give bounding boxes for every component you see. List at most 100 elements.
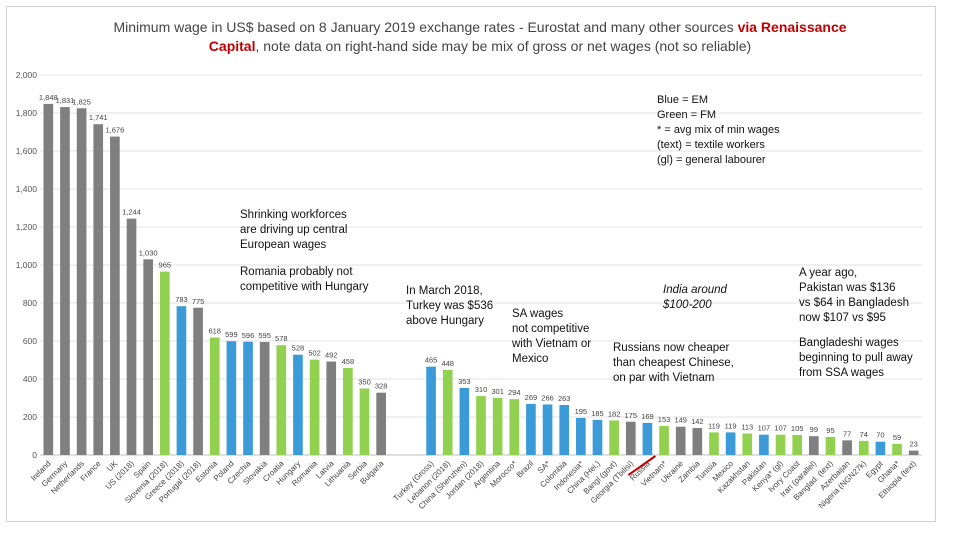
bar <box>476 396 486 455</box>
bar <box>459 387 470 455</box>
title-source-1: via Renaissance <box>737 19 847 35</box>
annotation-line: vs $64 in Bangladesh <box>799 297 909 309</box>
data-label: 1,030 <box>139 248 158 257</box>
data-label: 175 <box>625 411 638 420</box>
bar <box>126 218 137 455</box>
annotation-line: from SSA wages <box>799 367 885 379</box>
data-label: 492 <box>325 351 338 360</box>
annotation-russia: Russians now cheaper than cheapest Chine… <box>613 341 734 386</box>
annotation-line: are driving up central <box>240 224 348 236</box>
data-label: 310 <box>475 385 488 394</box>
x-tick-label: Brazil <box>515 459 536 480</box>
data-label: 350 <box>358 378 371 387</box>
y-tick-label: 1,800 <box>16 108 38 118</box>
legend-green: Green = FM <box>657 109 716 121</box>
y-tick-label: 1,000 <box>16 260 38 270</box>
data-label: 1,825 <box>72 97 91 106</box>
bar <box>625 421 636 455</box>
data-label: 502 <box>308 349 321 358</box>
annotation-line: competitive with Hungary <box>240 281 369 293</box>
data-label: 149 <box>674 416 687 425</box>
bar <box>359 388 370 455</box>
title-source-2: Capital <box>208 38 256 54</box>
bar <box>226 341 237 455</box>
data-label: 185 <box>591 409 604 418</box>
bar <box>842 440 852 455</box>
data-label: 266 <box>541 393 554 402</box>
bar <box>309 359 320 455</box>
data-label: 965 <box>159 261 172 270</box>
data-label: 153 <box>658 415 671 424</box>
annotation-pakistan: A year ago, Pakistan was $136 vs $64 in … <box>799 266 913 381</box>
data-label: 618 <box>208 327 221 336</box>
bar <box>692 428 703 455</box>
bar <box>276 345 287 455</box>
annotation-line: than cheapest Chinese, <box>613 357 734 369</box>
bar <box>492 397 503 455</box>
bar <box>243 341 253 455</box>
y-tick-label: 1,600 <box>16 146 38 156</box>
data-label: 1,741 <box>89 113 108 122</box>
data-label: 23 <box>910 440 918 449</box>
y-tick-label: 400 <box>23 374 37 384</box>
chart-title: Minimum wage in US$ based on 8 January 2… <box>40 18 920 56</box>
data-label: 59 <box>893 433 901 442</box>
bar <box>542 404 553 455</box>
annotation-line: A year ago, <box>799 267 858 279</box>
data-label: 105 <box>791 424 804 433</box>
bar <box>442 369 453 455</box>
data-label: 528 <box>292 344 305 353</box>
bar <box>725 432 736 455</box>
data-label: 107 <box>758 424 771 433</box>
data-label: 113 <box>741 423 753 432</box>
y-tick-label: 0 <box>32 450 37 460</box>
bar <box>809 436 819 455</box>
bar <box>110 136 120 455</box>
bar <box>576 417 586 455</box>
bar <box>792 435 803 455</box>
data-label: 596 <box>242 331 255 340</box>
annotation-workforces: Shrinking workforces are driving up cent… <box>240 208 368 295</box>
data-label: 353 <box>458 377 471 386</box>
bar <box>709 432 719 455</box>
y-tick-label: 800 <box>23 298 37 308</box>
title-part-2: , note data on right-hand side may be mi… <box>255 38 752 54</box>
legend-text: (text) = textile workers <box>657 139 765 151</box>
bar <box>742 433 753 455</box>
data-label: 578 <box>275 334 288 343</box>
bar <box>43 103 54 455</box>
annotation-line: Pakistan was $136 <box>799 282 896 294</box>
data-label: 458 <box>342 357 355 366</box>
bar <box>426 366 436 455</box>
annotation-line: $100-200 <box>663 299 712 311</box>
annotation-sa: SA wages not competitive with Vietnam or… <box>512 307 591 367</box>
data-label: 448 <box>441 359 454 368</box>
bar <box>609 420 619 455</box>
bar <box>259 341 270 455</box>
y-tick-label: 200 <box>23 412 37 422</box>
annotation-line: not competitive <box>512 323 590 335</box>
data-label: 182 <box>608 409 621 418</box>
data-label: 169 <box>641 412 654 421</box>
legend-asterisk: * = avg mix of min wages <box>657 124 780 136</box>
bar <box>559 405 570 455</box>
annotation-line: Russians now cheaper <box>613 342 730 354</box>
data-label: 107 <box>774 424 787 433</box>
bar <box>759 434 769 455</box>
data-label: 783 <box>175 295 188 304</box>
data-label: 301 <box>491 387 504 396</box>
data-label: 99 <box>810 425 818 434</box>
legend-gl: (gl) = general labourer <box>657 154 766 166</box>
bar <box>908 450 919 455</box>
bar <box>143 259 153 455</box>
bar <box>93 124 104 456</box>
annotation-line: In March 2018, <box>406 285 483 297</box>
bar <box>675 426 686 455</box>
data-label: 465 <box>425 356 438 365</box>
annotation-line: Romania probably not <box>240 266 353 278</box>
bar <box>209 337 220 455</box>
annotation-line: Bangladeshi wages <box>799 337 899 349</box>
y-tick-label: 600 <box>23 336 37 346</box>
data-label: 1,831 <box>56 96 75 105</box>
